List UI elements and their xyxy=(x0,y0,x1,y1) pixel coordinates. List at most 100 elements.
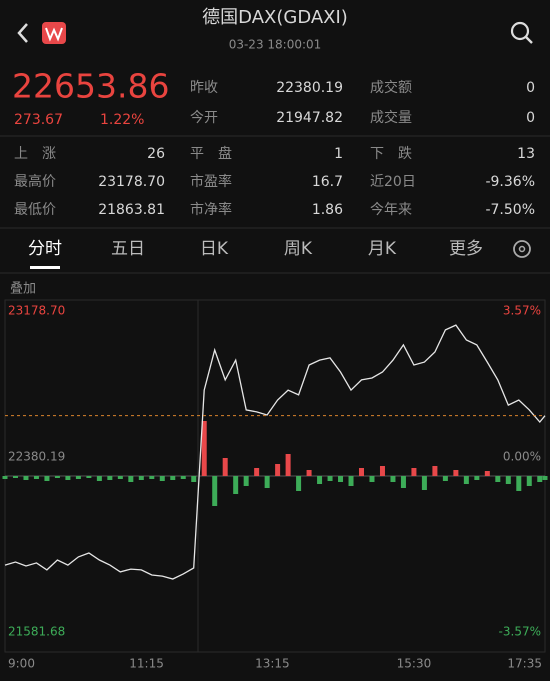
bar xyxy=(128,476,134,482)
stat-value: 21947.82 xyxy=(276,110,343,126)
bar xyxy=(264,476,270,488)
stat-value: 13 xyxy=(517,146,535,162)
y-tick-label: 21581.68 xyxy=(8,625,65,639)
bar xyxy=(348,476,354,486)
bar xyxy=(2,476,8,479)
price-line xyxy=(4,324,546,580)
bar xyxy=(495,476,501,482)
bar xyxy=(390,476,396,482)
y2-tick-label: 0.00% xyxy=(503,450,541,464)
x-tick-label: 13:15 xyxy=(255,657,290,671)
bar xyxy=(516,476,522,491)
timestamp: 03-23 18:00:01 xyxy=(229,38,322,52)
y-tick-label: 23178.70 xyxy=(8,304,65,318)
x-tick-label: 17:35 xyxy=(507,657,542,671)
bar xyxy=(75,476,81,479)
tab[interactable]: 周K xyxy=(284,239,313,259)
bar xyxy=(254,468,260,476)
stat-value: 1 xyxy=(334,146,343,162)
bar xyxy=(44,476,50,481)
stat-label: 最低价 xyxy=(14,202,56,218)
overlay-button[interactable]: 叠加 xyxy=(10,282,36,297)
bar xyxy=(542,476,548,480)
bar xyxy=(411,468,417,476)
stat-value: 22380.19 xyxy=(276,80,343,96)
bar xyxy=(233,476,239,494)
bar xyxy=(317,476,323,484)
app-icon xyxy=(42,22,66,44)
bar xyxy=(117,476,123,479)
stat-label: 上 涨 xyxy=(14,146,56,162)
stat-label: 昨收 xyxy=(190,80,218,96)
stat-label: 最高价 xyxy=(14,173,56,190)
bar xyxy=(369,476,375,482)
tab[interactable]: 分时 xyxy=(28,239,62,259)
y-tick-label: 22380.19 xyxy=(8,450,65,464)
bar xyxy=(474,476,480,480)
bar xyxy=(296,476,302,491)
stat-label: 市盈率 xyxy=(190,173,232,190)
stat-value: 21863.81 xyxy=(98,202,165,218)
bar xyxy=(222,458,228,476)
change: 273.67 xyxy=(14,112,63,128)
stat-value: 16.7 xyxy=(312,174,343,190)
stat-value: 1.86 xyxy=(312,202,343,218)
tab[interactable]: 日K xyxy=(200,239,229,259)
bar xyxy=(23,476,29,480)
tab[interactable]: 更多 xyxy=(449,239,483,259)
bar xyxy=(170,476,176,480)
bar xyxy=(138,476,144,480)
bar xyxy=(191,476,197,482)
bar xyxy=(421,476,427,490)
bar xyxy=(201,421,207,476)
stat-value: -7.50% xyxy=(485,202,535,218)
settings-button[interactable] xyxy=(513,240,531,258)
x-tick-label: 11:15 xyxy=(129,657,164,671)
bar xyxy=(338,476,344,482)
change-pct: 1.22% xyxy=(100,112,144,128)
stat-label: 近20日 xyxy=(370,174,416,190)
title: 德国DAX(GDAXI) xyxy=(202,7,348,28)
bar xyxy=(453,470,459,476)
bar xyxy=(537,476,543,482)
stat-value: 0 xyxy=(526,80,535,96)
bar xyxy=(484,471,490,476)
bar xyxy=(505,476,511,484)
bar xyxy=(359,468,365,476)
bar xyxy=(400,476,406,488)
tab[interactable]: 五日 xyxy=(111,239,145,259)
bar xyxy=(243,476,249,486)
bar xyxy=(86,476,92,478)
y2-tick-label: 3.57% xyxy=(503,304,541,318)
stat-label: 成交额 xyxy=(370,79,412,96)
bar xyxy=(107,476,113,480)
stat-value: -9.36% xyxy=(485,174,535,190)
stat-value: 26 xyxy=(147,146,165,162)
bar xyxy=(65,476,71,480)
stat-value: 23178.70 xyxy=(98,174,165,190)
bar xyxy=(96,476,102,481)
bar xyxy=(526,476,532,486)
bar xyxy=(33,476,39,479)
back-button[interactable] xyxy=(17,23,28,43)
bar xyxy=(442,476,448,481)
bar xyxy=(149,476,155,479)
stat-label: 今年来 xyxy=(370,202,412,218)
bar xyxy=(212,476,218,506)
stat-label: 成交量 xyxy=(370,109,412,126)
app-icon-mark xyxy=(45,27,63,42)
stat-label: 下 跌 xyxy=(370,146,412,162)
bar xyxy=(12,476,18,478)
bar xyxy=(327,476,333,481)
stat-label: 今开 xyxy=(190,110,218,126)
bar xyxy=(159,476,165,481)
bar xyxy=(180,476,186,479)
tab[interactable]: 月K xyxy=(368,239,397,259)
bar xyxy=(379,466,385,476)
stat-value: 0 xyxy=(526,110,535,126)
search-button[interactable] xyxy=(510,21,533,44)
bar xyxy=(285,454,291,476)
tab-underline xyxy=(30,266,60,269)
